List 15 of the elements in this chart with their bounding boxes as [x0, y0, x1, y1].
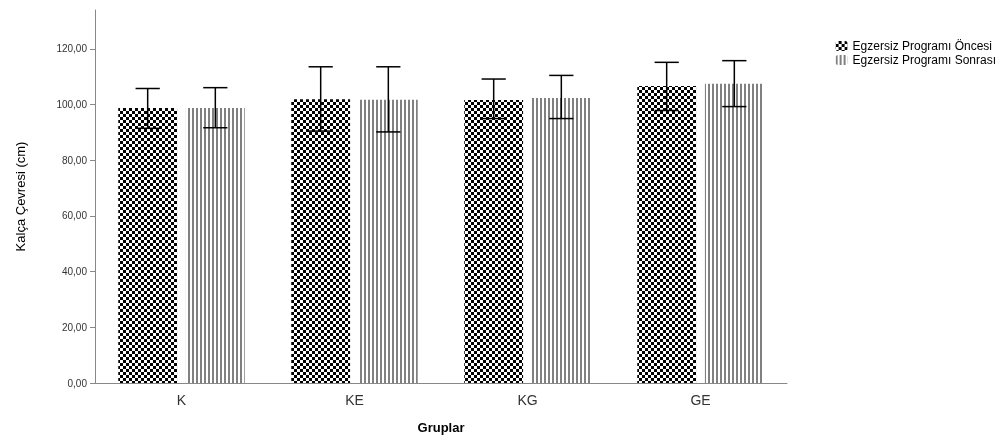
y-tick-label: 60,00	[61, 210, 88, 222]
y-tick-label: 80,00	[61, 154, 88, 166]
legend-label: Egzersiz Programı Öncesi	[852, 39, 993, 53]
y-tick-label: 120,00	[56, 43, 88, 55]
x-tick-label: KG	[517, 392, 538, 408]
x-tick-label: K	[176, 392, 187, 408]
legend-label: Egzersiz Programı Sonrası	[852, 53, 997, 67]
y-tick-label: 40,00	[61, 266, 88, 278]
x-tick-label: KE	[345, 392, 364, 408]
y-tick-label: 100,00	[56, 99, 88, 111]
x-tick-label: GE	[690, 392, 711, 408]
y-tick-label: 20,00	[61, 321, 88, 333]
y-axis-title: Kalça Çevresi (cm)	[13, 141, 28, 252]
x-axis-title: Gruplar	[417, 420, 465, 435]
y-tick-label: 0,00	[67, 377, 88, 389]
